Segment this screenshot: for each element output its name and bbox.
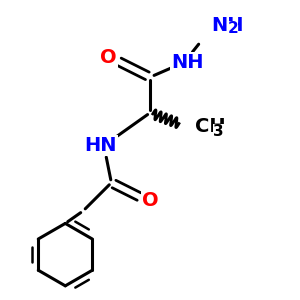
Text: NH: NH [171, 53, 203, 72]
Text: 3: 3 [213, 124, 224, 139]
Text: HN: HN [85, 136, 117, 155]
Text: O: O [100, 48, 117, 68]
Text: CH: CH [195, 117, 225, 136]
Text: NH: NH [211, 16, 243, 35]
Text: O: O [142, 191, 158, 210]
Text: 2: 2 [227, 21, 238, 36]
